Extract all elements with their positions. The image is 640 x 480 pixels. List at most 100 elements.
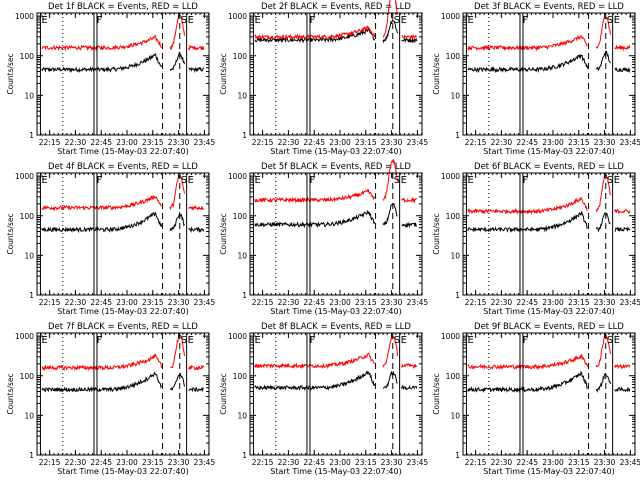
series-line-events bbox=[254, 202, 417, 229]
panel-title: Det 9f BLACK = Events, RED = LLD bbox=[474, 322, 624, 332]
y-tick-label: 1000 bbox=[228, 12, 247, 21]
y-tick-label: 1000 bbox=[441, 332, 460, 341]
marker-label: S bbox=[394, 335, 400, 346]
y-tick-label: 1 bbox=[242, 291, 247, 300]
marker-label: F bbox=[309, 335, 315, 346]
x-tick-label: 23:45 bbox=[407, 298, 429, 307]
x-tick-label: 23:15 bbox=[142, 298, 164, 307]
y-tick-label: 1000 bbox=[228, 332, 247, 341]
y-tick-label: 100 bbox=[446, 52, 461, 61]
marker-label: S bbox=[181, 335, 187, 346]
x-tick-label: 23:00 bbox=[542, 138, 564, 147]
x-axis-label: Start Time (15-May-03 22:07:40) bbox=[57, 147, 188, 156]
x-axis-label: Start Time (15-May-03 22:07:40) bbox=[483, 467, 614, 476]
y-tick-label: 100 bbox=[233, 52, 248, 61]
x-tick-label: 23:45 bbox=[620, 138, 640, 147]
x-axis-label: Start Time (15-May-03 22:07:40) bbox=[270, 147, 401, 156]
y-axis-label: Counts/sec bbox=[6, 373, 15, 414]
y-tick-label: 100 bbox=[233, 212, 248, 221]
x-axis-label: Start Time (15-May-03 22:07:40) bbox=[57, 307, 188, 316]
x-tick-label: 23:30 bbox=[168, 138, 190, 147]
x-tick-label: 22:30 bbox=[65, 298, 87, 307]
y-tick-label: 1 bbox=[455, 131, 460, 140]
marker-label: E bbox=[188, 175, 194, 186]
x-tick-label: 23:15 bbox=[568, 298, 590, 307]
marker-label: F bbox=[96, 335, 102, 346]
x-tick-label: 22:45 bbox=[516, 138, 538, 147]
marker-label: E bbox=[254, 335, 260, 346]
x-tick-label: 22:30 bbox=[65, 458, 87, 467]
y-tick-label: 10 bbox=[24, 91, 34, 100]
y-axis-label: Counts/sec bbox=[6, 213, 15, 254]
x-tick-label: 22:15 bbox=[39, 298, 61, 307]
y-axis-label: Counts/sec bbox=[432, 373, 441, 414]
marker-label: S bbox=[607, 15, 613, 26]
marker-label: E bbox=[401, 15, 407, 26]
panel-title: Det 3f BLACK = Events, RED = LLD bbox=[474, 2, 624, 12]
series-line-events bbox=[467, 50, 631, 74]
series-line-events bbox=[41, 211, 205, 234]
x-axis-label: Start Time (15-May-03 22:07:40) bbox=[270, 307, 401, 316]
x-tick-label: 23:15 bbox=[355, 298, 377, 307]
x-tick-label: 23:30 bbox=[594, 458, 616, 467]
x-tick-label: 22:30 bbox=[278, 458, 300, 467]
series-line-lld bbox=[254, 0, 417, 41]
marker-label: E bbox=[41, 175, 47, 186]
y-tick-label: 1000 bbox=[441, 172, 460, 181]
y-tick-label: 10 bbox=[450, 251, 460, 260]
y-tick-label: 1000 bbox=[15, 172, 34, 181]
x-tick-label: 23:45 bbox=[407, 458, 429, 467]
y-axis-label: Counts/sec bbox=[432, 213, 441, 254]
x-axis-label: Start Time (15-May-03 22:07:40) bbox=[483, 307, 614, 316]
marker-label: E bbox=[614, 175, 620, 186]
x-tick-label: 23:30 bbox=[594, 298, 616, 307]
y-tick-label: 10 bbox=[24, 411, 34, 420]
x-tick-label: 23:00 bbox=[542, 458, 564, 467]
x-tick-label: 22:30 bbox=[278, 298, 300, 307]
y-tick-label: 1000 bbox=[228, 172, 247, 181]
y-axis-label: Counts/sec bbox=[219, 373, 228, 414]
series-line-events bbox=[41, 51, 205, 74]
marker-label: F bbox=[96, 175, 102, 186]
x-tick-label: 23:00 bbox=[542, 298, 564, 307]
y-tick-label: 1000 bbox=[441, 12, 460, 21]
x-tick-label: 23:00 bbox=[329, 138, 351, 147]
y-tick-label: 100 bbox=[233, 372, 248, 381]
x-tick-label: 22:45 bbox=[90, 298, 112, 307]
x-tick-label: 23:45 bbox=[620, 458, 640, 467]
x-tick-label: 22:15 bbox=[465, 458, 487, 467]
x-tick-label: 23:45 bbox=[620, 298, 640, 307]
marker-label: S bbox=[394, 15, 400, 26]
y-tick-label: 10 bbox=[237, 91, 247, 100]
y-tick-label: 10 bbox=[450, 91, 460, 100]
x-tick-label: 22:30 bbox=[278, 138, 300, 147]
series-line-lld bbox=[41, 174, 205, 212]
x-tick-label: 23:15 bbox=[142, 138, 164, 147]
x-tick-label: 22:45 bbox=[303, 138, 325, 147]
marker-label: E bbox=[254, 175, 260, 186]
x-tick-label: 23:00 bbox=[116, 298, 138, 307]
marker-label: E bbox=[467, 15, 473, 26]
y-axis-label: Counts/sec bbox=[219, 213, 228, 254]
x-tick-label: 22:45 bbox=[90, 138, 112, 147]
x-tick-label: 22:45 bbox=[516, 298, 538, 307]
panel-title: Det 1f BLACK = Events, RED = LLD bbox=[48, 2, 198, 12]
series-line-lld bbox=[467, 174, 631, 216]
y-tick-label: 100 bbox=[446, 372, 461, 381]
marker-label: E bbox=[188, 335, 194, 346]
panel-title: Det 4f BLACK = Events, RED = LLD bbox=[48, 162, 198, 172]
x-tick-label: 22:15 bbox=[39, 458, 61, 467]
x-tick-label: 22:45 bbox=[303, 458, 325, 467]
y-tick-label: 10 bbox=[237, 251, 247, 260]
marker-label: S bbox=[607, 175, 613, 186]
x-axis-label: Start Time (15-May-03 22:07:40) bbox=[57, 467, 188, 476]
x-tick-label: 22:15 bbox=[252, 458, 274, 467]
marker-label: F bbox=[309, 175, 315, 186]
panel-title: Det 2f BLACK = Events, RED = LLD bbox=[261, 2, 411, 12]
x-axis-label: Start Time (15-May-03 22:07:40) bbox=[270, 467, 401, 476]
x-tick-label: 22:15 bbox=[252, 138, 274, 147]
